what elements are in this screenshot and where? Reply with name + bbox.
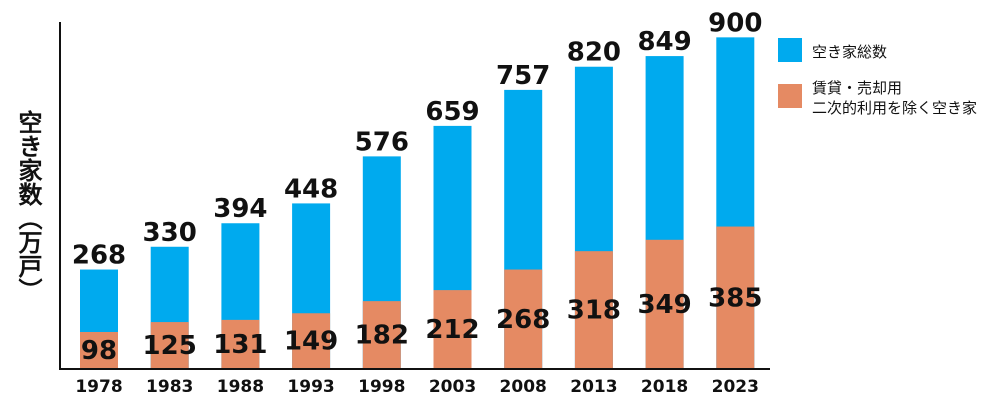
x-tick-1988: 1988	[217, 377, 264, 397]
x-tick-1998: 1998	[358, 377, 405, 397]
label-other-2013: 318	[567, 296, 621, 326]
bar-other-2018	[645, 239, 684, 368]
x-tick-1983: 1983	[146, 377, 193, 397]
label-other-1983: 125	[143, 331, 197, 361]
label-other-1998: 182	[355, 321, 409, 351]
label-total-1983: 330	[143, 218, 197, 248]
bar-other-1988	[221, 319, 260, 368]
bar-other-1978	[80, 331, 118, 368]
label-other-2008: 268	[496, 305, 550, 335]
label-total-2008: 757	[496, 61, 550, 91]
label-other-1978: 98	[81, 336, 117, 366]
label-total-2018: 849	[637, 27, 691, 57]
label-total-2013: 820	[567, 38, 621, 68]
legend-label-other-line1: 賃貸・売却用	[812, 79, 902, 97]
x-tick-1978: 1978	[75, 377, 122, 397]
bar-other-2008	[504, 269, 543, 368]
x-tick-labels-group: 1978 1983 1988 1993 1998 2003 2008 2013 2018 2023	[75, 377, 759, 397]
x-tick-2008: 2008	[500, 377, 547, 397]
y-axis-title: 空き家数（万戸）	[14, 109, 42, 302]
label-total-1988: 394	[213, 194, 267, 224]
x-tick-1993: 1993	[287, 377, 334, 397]
legend-label-total: 空き家総数	[812, 43, 887, 61]
x-tick-2013: 2013	[570, 377, 617, 397]
bars-group	[80, 37, 755, 369]
bar-other-2003	[433, 290, 472, 368]
legend-label-other-line2: 二次的利用を除く空き家	[812, 99, 977, 117]
legend-swatch-total	[778, 38, 802, 62]
label-other-1993: 149	[284, 327, 338, 357]
bar-other-2023	[716, 226, 755, 368]
label-other-2018: 349	[637, 290, 691, 320]
bar-other-1993	[292, 313, 331, 368]
y-axis-label: 空き家数（万戸）	[14, 109, 42, 302]
bar-other-2013	[574, 251, 613, 368]
label-total-2003: 659	[425, 97, 479, 127]
label-total-1998: 576	[355, 127, 409, 157]
label-total-1978: 268	[72, 241, 126, 271]
x-tick-2023: 2023	[712, 377, 759, 397]
label-other-2003: 212	[425, 315, 479, 345]
label-other-1988: 131	[213, 330, 267, 360]
bar-other-1983	[150, 322, 189, 368]
label-total-1993: 448	[284, 174, 338, 204]
x-tick-2003: 2003	[429, 377, 476, 397]
data-labels-group: 268 98 330 125 394 131 448 149 576 182 659 212 757 26…	[72, 8, 763, 366]
label-other-2023: 385	[708, 283, 762, 313]
legend: 空き家総数 賃貸・売却用 二次的利用を除く空き家	[778, 38, 977, 117]
x-tick-2018: 2018	[641, 377, 688, 397]
label-total-2023: 900	[708, 8, 762, 38]
bar-other-1998	[362, 301, 401, 368]
legend-swatch-other	[778, 84, 802, 108]
